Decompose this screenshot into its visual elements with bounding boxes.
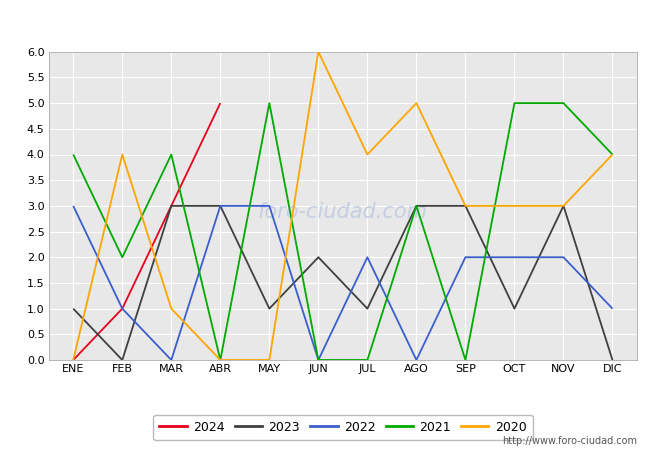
Text: foro-ciudad.com: foro-ciudad.com xyxy=(258,202,428,222)
Text: http://www.foro-ciudad.com: http://www.foro-ciudad.com xyxy=(502,436,637,446)
Text: Matriculaciones de Vehiculos en El Gastor: Matriculaciones de Vehiculos en El Gasto… xyxy=(136,11,514,29)
Legend: 2024, 2023, 2022, 2021, 2020: 2024, 2023, 2022, 2021, 2020 xyxy=(153,414,532,440)
